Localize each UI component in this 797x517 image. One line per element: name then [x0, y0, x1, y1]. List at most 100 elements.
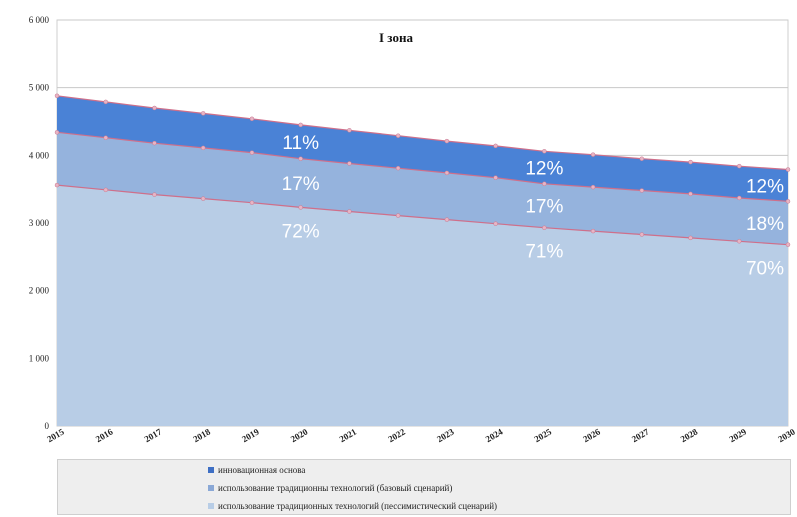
data-point	[737, 239, 742, 244]
data-point	[347, 128, 352, 133]
x-tick-label: 2027	[630, 426, 651, 444]
x-tick-label: 2023	[435, 426, 456, 444]
legend-item-innovative: инновационная основа	[208, 463, 305, 477]
data-point	[444, 138, 450, 144]
data-point	[152, 105, 157, 111]
x-tick-label: 2028	[679, 426, 700, 444]
y-tick-label: 5 000	[29, 83, 50, 93]
legend-swatch-base	[208, 485, 214, 491]
percent-label: 17%	[525, 197, 563, 218]
x-tick-label: 2024	[484, 426, 505, 444]
legend-swatch-pessimistic	[208, 503, 214, 509]
data-point	[639, 156, 645, 161]
area-series-2	[57, 95, 788, 202]
data-point	[54, 130, 60, 135]
legend-item-pessimistic: использование традиционных технологий (п…	[208, 499, 497, 513]
data-point	[688, 191, 693, 197]
x-tick-label: 2020	[289, 426, 310, 444]
percent-label: 71%	[525, 242, 563, 263]
data-point	[542, 225, 547, 230]
data-point	[493, 175, 498, 180]
series-line-1	[56, 131, 789, 202]
y-tick-label: 3 000	[29, 218, 50, 228]
x-tick-label: 2018	[191, 426, 212, 444]
data-point	[298, 122, 303, 128]
data-point	[347, 161, 352, 166]
data-point	[737, 195, 742, 201]
data-point	[395, 213, 401, 218]
data-point	[152, 140, 157, 146]
data-point	[249, 116, 255, 122]
percent-label: 72%	[282, 221, 320, 242]
percent-label: 12%	[746, 176, 784, 197]
data-point	[444, 217, 450, 222]
data-point	[737, 163, 742, 169]
area-layer	[57, 95, 788, 426]
x-tick-label: 2017	[143, 426, 164, 444]
data-point	[298, 205, 303, 210]
legend: инновационная основа использование тради…	[57, 459, 791, 515]
data-point	[249, 200, 255, 205]
data-point	[590, 184, 596, 190]
legend-label-innovative: инновационная основа	[218, 465, 306, 475]
data-point	[103, 187, 108, 193]
data-point	[103, 135, 108, 140]
percent-label: 70%	[746, 259, 784, 280]
y-tick-label: 1 000	[29, 353, 50, 363]
x-tick-label: 2030	[776, 426, 797, 444]
data-point	[54, 93, 60, 99]
percent-label: 11%	[282, 133, 319, 154]
area-series-0	[57, 185, 788, 426]
legend-swatch-innovative	[208, 467, 214, 473]
area-series-1	[57, 132, 788, 245]
y-tick-label: 4 000	[29, 150, 50, 160]
line-layer	[54, 93, 791, 247]
data-point	[785, 167, 791, 172]
series-line-0	[56, 184, 789, 246]
series-line-2	[56, 95, 789, 171]
data-point	[590, 152, 596, 157]
data-point	[785, 199, 791, 204]
data-point	[200, 145, 206, 151]
x-tick-label: 2019	[240, 426, 261, 444]
data-point	[493, 221, 498, 226]
x-tick-label: 2021	[338, 426, 359, 444]
data-point	[347, 209, 352, 214]
data-point	[688, 159, 693, 165]
label-layer: 72% 17% 11% 71% 17% 12% 70% 18% 12%	[282, 133, 784, 280]
data-point	[688, 235, 693, 241]
y-tick-label: 6 000	[29, 15, 50, 25]
x-tick-label: 2022	[386, 426, 407, 444]
data-point	[639, 232, 645, 237]
data-point	[395, 133, 401, 138]
data-point	[249, 150, 255, 155]
y-tick-label: 0	[45, 421, 50, 431]
x-tick-label: 2029	[727, 426, 748, 444]
data-point	[54, 182, 60, 188]
data-point	[103, 99, 108, 105]
legend-label-pessimistic: использование традиционных технологий (п…	[218, 501, 498, 511]
percent-label: 18%	[746, 214, 784, 235]
legend-label-base: использование традиционны технологий (ба…	[218, 483, 453, 493]
data-point	[542, 149, 547, 154]
data-point	[590, 228, 596, 234]
y-tick-label: 2 000	[29, 286, 50, 296]
data-point	[152, 192, 157, 197]
percent-label: 17%	[282, 174, 320, 195]
x-tick-label: 2026	[581, 426, 602, 444]
data-point	[639, 188, 645, 193]
chart-title: I зона	[379, 30, 413, 45]
legend-item-base: использование традиционны технологий (ба…	[208, 481, 452, 495]
data-point	[493, 143, 498, 149]
x-tick-label: 2025	[533, 426, 554, 444]
data-point	[200, 196, 206, 201]
data-point	[200, 111, 206, 116]
x-tick-label: 2016	[94, 426, 115, 444]
data-point	[785, 242, 791, 247]
data-point	[395, 165, 401, 171]
data-point	[542, 181, 547, 187]
data-point	[444, 170, 450, 176]
data-point	[298, 156, 303, 161]
